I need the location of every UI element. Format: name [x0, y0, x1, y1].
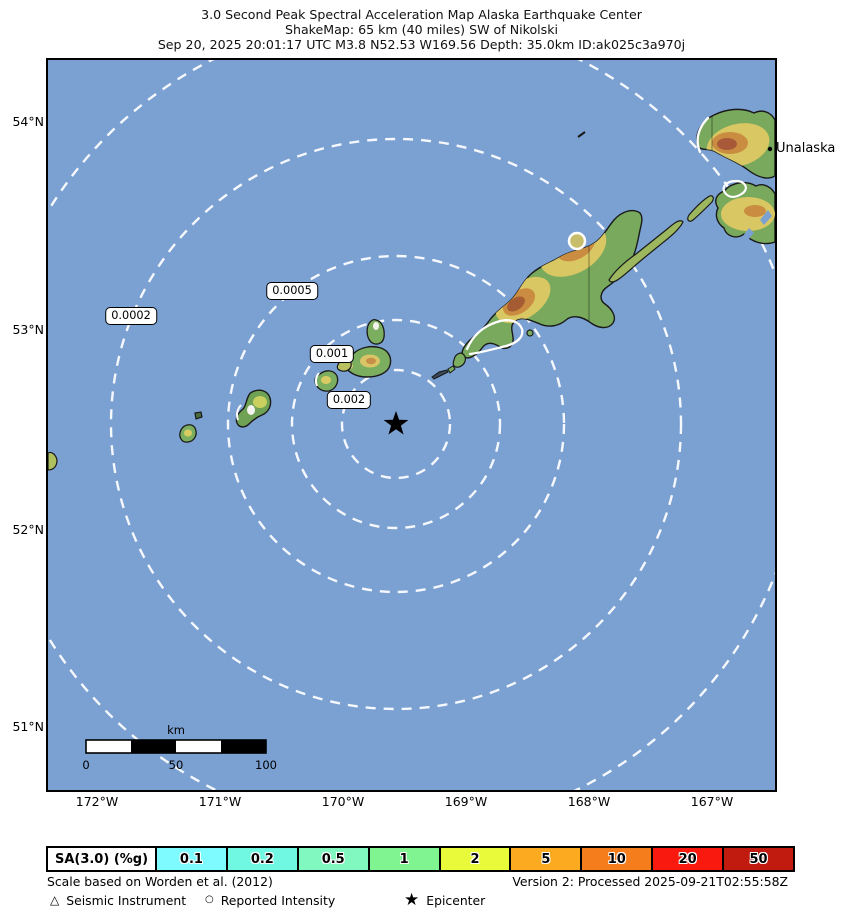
ocean: [48, 60, 775, 790]
islet-sliver: [431, 369, 449, 380]
legend-seismic-label: Seismic Instrument: [66, 892, 187, 908]
legend-epicenter: ★ Epicenter: [404, 891, 485, 909]
colorbar-title: SA(3.0) (%g): [48, 848, 155, 870]
lat-tick-label: 52°N: [12, 522, 44, 537]
islet-dot: [526, 329, 534, 337]
okmok-caldera-ring: [567, 231, 587, 251]
islet-bogoslof-speck: [577, 131, 586, 138]
islet-umnak-tail-2: [447, 365, 456, 374]
islet-peak: [184, 429, 192, 437]
contour-value-label: 0.0005: [266, 282, 318, 300]
title-line-2: ShakeMap: 65 km (40 miles) SW of Nikolsk…: [284, 21, 559, 37]
islet-left-edge: [48, 451, 58, 471]
lon-tick-label: 171°W: [198, 794, 242, 809]
symbol-legend: △ Seismic Instrument ○ Reported Intensit…: [0, 891, 843, 909]
unalaska-white-contour-loop: [722, 179, 747, 198]
colorbar-cell: 50: [722, 848, 794, 870]
lon-tick-label: 170°W: [321, 794, 365, 809]
amukta-peak: [321, 376, 331, 384]
contour-value-label: 0.0002: [105, 307, 157, 325]
colorbar-cell: 20: [651, 848, 723, 870]
lon-tick-label: 172°W: [75, 794, 119, 809]
contour-value-label: 0.002: [326, 391, 372, 409]
amukta-white-contour: [314, 372, 320, 387]
unalaska-fjord: [760, 210, 772, 225]
colorbar-cell: 1: [367, 848, 439, 870]
seguam-white-contour: [236, 404, 242, 421]
colorbar-cell: 0.5: [296, 848, 368, 870]
lat-tick-label: 53°N: [12, 322, 44, 337]
map-area: km 0 50 100 0.002 0.001 0.0005 0.0002: [46, 58, 777, 792]
scale-bar: km 0 50 100: [82, 723, 277, 772]
epicenter-star: [383, 411, 409, 435]
scale-bar-tick-0: 0: [82, 758, 89, 772]
shakemap-isoseismal-rings: [48, 60, 775, 790]
title-line-1: 3.0 Second Peak Spectral Acceleration Ma…: [201, 7, 642, 22]
colorbar-cell: 5: [509, 848, 581, 870]
version-note: Version 2: Processed 2025-09-21T02:55:58…: [512, 874, 788, 889]
title-line-3: Sep 20, 2025 20:01:17 UTC M3.8 N52.53 W1…: [157, 36, 686, 52]
unalaska-fjord: [743, 228, 754, 241]
islet-umnak-tail: [452, 352, 466, 368]
figure-titles: 3.0 Second Peak Spectral Acceleration Ma…: [0, 7, 843, 52]
legend-epicenter-label: Epicenter: [426, 892, 486, 908]
scale-bar-tick-100: 100: [255, 758, 277, 772]
isoseismal-ring: [109, 137, 683, 711]
chagulak-peak: [373, 322, 379, 330]
scale-bar-unit: km: [167, 723, 185, 737]
island-pass-strip: [608, 220, 684, 283]
scale-note: Scale based on Worden et al. (2012): [47, 874, 273, 889]
island-chagulak: [366, 318, 385, 345]
isoseismal-ring: [340, 368, 452, 480]
lat-tick-label: 51°N: [12, 719, 44, 734]
contour-value-label: 0.001: [309, 345, 355, 363]
place-label-unalaska: Unalaska: [776, 141, 836, 156]
triangle-icon: △: [50, 893, 60, 907]
legend-reported-intensity: ○ Reported Intensity: [205, 891, 335, 909]
colorbar-cell: 0.2: [225, 848, 297, 870]
unalaska-white-contour-west: [696, 116, 710, 154]
map-svg: km 0 50 100: [48, 60, 775, 790]
colorbar-cells: 0.1 0.2 0.5 1 2 5 10 20 50: [155, 848, 794, 870]
legend-reported-label: Reported Intensity: [220, 892, 336, 908]
isoseismal-ring: [290, 318, 502, 530]
umnak-white-contour: [465, 319, 524, 356]
unalaska-city-dot: [767, 146, 773, 152]
legend-seismic-instrument: △ Seismic Instrument: [50, 891, 186, 909]
islet-tiny: [194, 411, 203, 420]
colorbar: SA(3.0) (%g) 0.1 0.2 0.5 1 2 5 10 20 50: [46, 846, 795, 872]
seguam-snow-patch: [247, 405, 255, 415]
lon-tick-label: 169°W: [444, 794, 488, 809]
isoseismal-ring: [226, 254, 566, 594]
island-pass-strip-2: [687, 195, 714, 222]
yunaska-peak: [366, 357, 376, 365]
colorbar-cell: 10: [580, 848, 652, 870]
lon-tick-label: 168°W: [567, 794, 611, 809]
colorbar-cell: 0.1: [155, 848, 226, 870]
seguam-highland: [253, 396, 267, 408]
star-icon: ★: [404, 890, 420, 910]
lon-tick-label: 167°W: [690, 794, 734, 809]
circle-icon: ○: [205, 894, 214, 905]
lat-tick-label: 54°N: [12, 114, 44, 129]
scale-bar-tick-50: 50: [169, 758, 184, 772]
colorbar-cell: 2: [438, 848, 510, 870]
